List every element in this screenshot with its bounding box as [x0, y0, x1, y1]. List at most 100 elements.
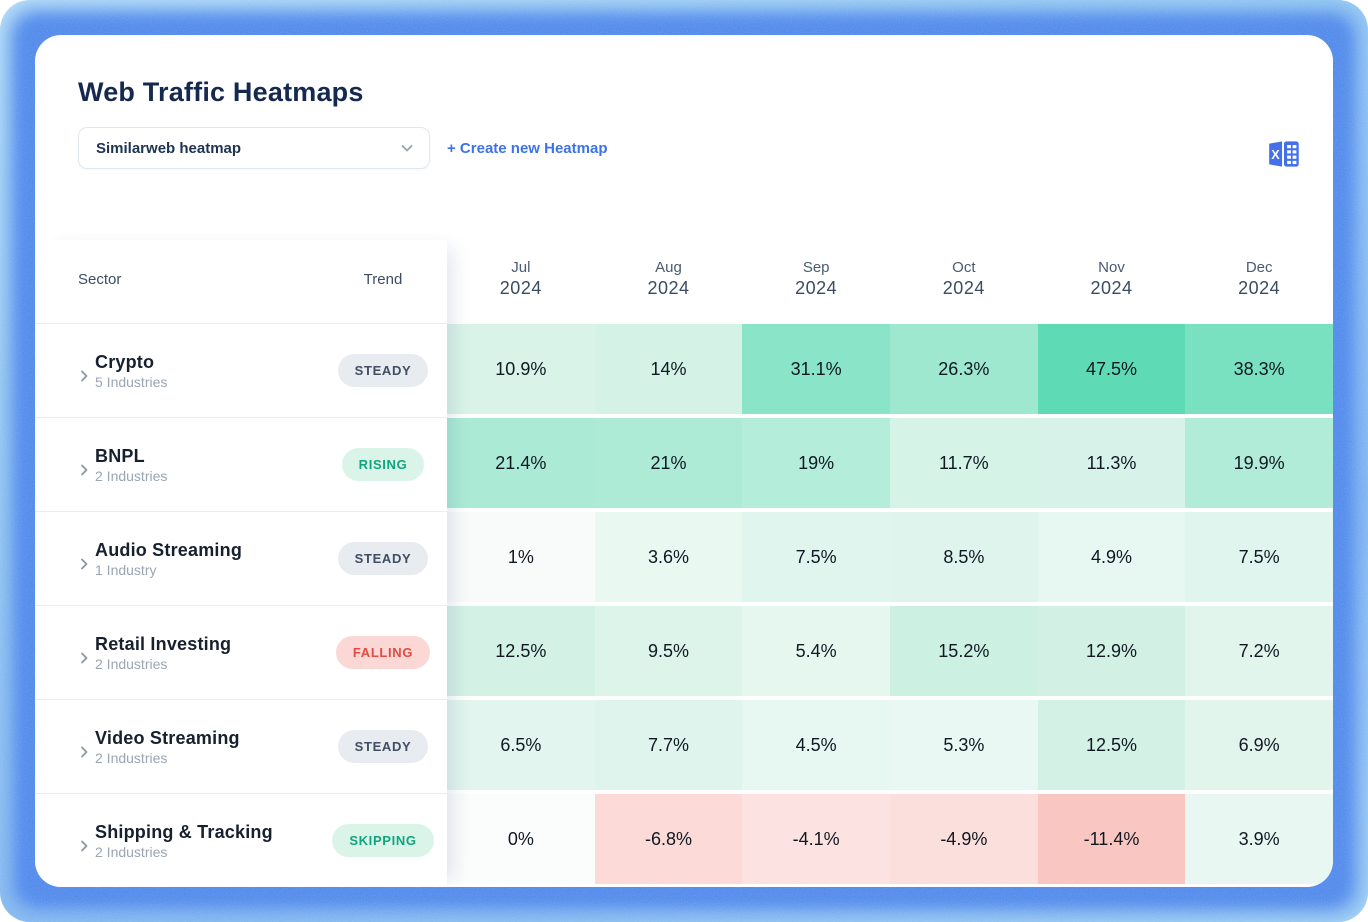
heatmap-cell: 5.3% [890, 700, 1038, 790]
trend-badge-wrap: SKIPPING [300, 794, 466, 887]
sector-row[interactable]: Shipping & Tracking 2 Industries SKIPPIN… [35, 794, 447, 887]
heatmap-row: 1% 3.6% 7.5% 8.5% 4.9% 7.5% [447, 512, 1333, 602]
industries-count: 2 Industries [95, 655, 168, 672]
heatmap-cell: 1% [447, 512, 595, 602]
sector-text: Crypto 5 Industries [95, 352, 167, 390]
heatmap-cell: 6.5% [447, 700, 595, 790]
heatmap-cell: 10.9% [447, 324, 595, 414]
chevron-right-icon[interactable] [77, 839, 91, 853]
sector-name: Crypto [95, 351, 155, 372]
trend-badge: FALLING [335, 636, 431, 669]
heatmap-cell: 8.5% [890, 512, 1038, 602]
sector-text: Retail Investing 2 Industries [95, 634, 231, 672]
excel-export-button[interactable]: X [1265, 134, 1305, 174]
heatmap-cell: 3.9% [1185, 794, 1333, 884]
heatmap-cell: 15.2% [890, 606, 1038, 696]
sector-row[interactable]: Video Streaming 2 Industries STEADY [35, 700, 447, 794]
trend-badge-wrap: RISING [300, 418, 466, 511]
heatmap-cell: 21% [594, 418, 743, 508]
month-header-cell: Oct 2024 [890, 240, 1038, 324]
sector-name: Retail Investing [95, 633, 232, 654]
heatmap-cell: 7.5% [742, 512, 890, 602]
heatmap-cell: -4.1% [742, 794, 890, 884]
heatmap-select[interactable]: Similarweb heatmap [78, 127, 430, 169]
month-label: Oct [952, 259, 976, 276]
sector-text: Audio Streaming 1 Industry [95, 540, 242, 578]
heatmap-cell: 47.5% [1037, 324, 1186, 414]
chevron-right-icon[interactable] [77, 557, 91, 571]
heatmap-row: 0% -6.8% -4.1% -4.9% -11.4% 3.9% [447, 794, 1333, 884]
trend-badge-wrap: FALLING [300, 606, 466, 699]
sector-panel: Sector Trend Crypto 5 Industries STEADY … [35, 240, 447, 887]
month-label: Aug [655, 259, 682, 276]
heatmap-cell: 12.5% [447, 606, 595, 696]
heatmap-cell: 12.9% [1037, 606, 1186, 696]
table-header: Sector Trend [35, 240, 447, 324]
year-label: 2024 [795, 278, 838, 298]
heatmap-cell: 7.2% [1185, 606, 1333, 696]
sector-name: Video Streaming [95, 727, 240, 748]
month-header-cell: Dec 2024 [1185, 240, 1333, 324]
heatmap-cell: 11.3% [1037, 418, 1186, 508]
sector-name: BNPL [95, 445, 145, 466]
heatmap-cell: -11.4% [1037, 794, 1186, 884]
sector-text: Video Streaming 2 Industries [95, 728, 240, 766]
heatmap-cell: 19.9% [1185, 418, 1333, 508]
chevron-right-icon[interactable] [77, 369, 91, 383]
sector-text: Shipping & Tracking 2 Industries [95, 822, 273, 860]
sector-rows: Crypto 5 Industries STEADY BNPL 2 Indust… [35, 324, 447, 887]
trend-badge: RISING [341, 448, 425, 481]
month-header-row: Jul 2024 Aug 2024 Sep 2024 Oct 2024 Nov … [447, 240, 1333, 324]
month-label: Sep [802, 259, 830, 276]
heatmap-cell: 7.7% [594, 700, 743, 790]
trend-badge-wrap: STEADY [300, 512, 466, 605]
industries-count: 1 Industry [95, 561, 157, 578]
create-heatmap-link[interactable]: + Create new Heatmap [447, 139, 608, 157]
sector-row[interactable]: Audio Streaming 1 Industry STEADY [35, 512, 447, 606]
heatmap-cell: 4.5% [742, 700, 890, 790]
heatmap-cell: -4.9% [890, 794, 1038, 884]
heatmap-cell: 14% [594, 324, 743, 414]
page-title: Web Traffic Heatmaps [78, 77, 364, 107]
heatmap-cell: 6.9% [1185, 700, 1333, 790]
heatmap-cell: 26.3% [890, 324, 1038, 414]
chevron-right-icon[interactable] [77, 463, 91, 477]
month-header-cell: Jul 2024 [447, 240, 595, 324]
heatmap-row: 6.5% 7.7% 4.5% 5.3% 12.5% 6.9% [447, 700, 1333, 790]
heatmap-cell: 5.4% [742, 606, 890, 696]
heatmap-row: 12.5% 9.5% 5.4% 15.2% 12.9% 7.2% [447, 606, 1333, 696]
year-label: 2024 [647, 278, 690, 298]
sector-row[interactable]: BNPL 2 Industries RISING [35, 418, 447, 512]
heatmap-cell: 19% [742, 418, 890, 508]
year-label: 2024 [1238, 278, 1281, 298]
year-label: 2024 [499, 278, 542, 298]
sector-name: Audio Streaming [95, 539, 243, 560]
trend-column-header: Trend [363, 271, 403, 288]
svg-text:X: X [1271, 148, 1280, 162]
heatmap-cell: 3.6% [594, 512, 743, 602]
month-header-cell: Nov 2024 [1038, 240, 1186, 324]
trend-badge: SKIPPING [332, 824, 434, 857]
heatmap-cell: 31.1% [742, 324, 890, 414]
heatmap-cell: 4.9% [1037, 512, 1186, 602]
trend-badge-wrap: STEADY [300, 324, 466, 417]
heatmap-cell: 0% [447, 794, 595, 884]
sector-row[interactable]: Retail Investing 2 Industries FALLING [35, 606, 447, 700]
chevron-right-icon[interactable] [77, 745, 91, 759]
industries-count: 5 Industries [95, 373, 168, 390]
heatmap-cell: 9.5% [594, 606, 743, 696]
trend-badge-wrap: STEADY [300, 700, 466, 793]
heatmap-cell: 38.3% [1185, 324, 1333, 414]
month-header-cell: Sep 2024 [742, 240, 890, 324]
month-header-cell: Aug 2024 [595, 240, 743, 324]
month-label: Nov [1098, 259, 1125, 276]
industries-count: 2 Industries [95, 749, 168, 766]
heatmap-cell: 21.4% [447, 418, 595, 508]
trend-badge: STEADY [337, 354, 429, 387]
sector-row[interactable]: Crypto 5 Industries STEADY [35, 324, 447, 418]
heatmap-row: 21.4% 21% 19% 11.7% 11.3% 19.9% [447, 418, 1333, 508]
industries-count: 2 Industries [95, 467, 168, 484]
chevron-right-icon[interactable] [77, 651, 91, 665]
heatmap-cell: 12.5% [1037, 700, 1186, 790]
sector-column-header: Sector [78, 271, 122, 288]
